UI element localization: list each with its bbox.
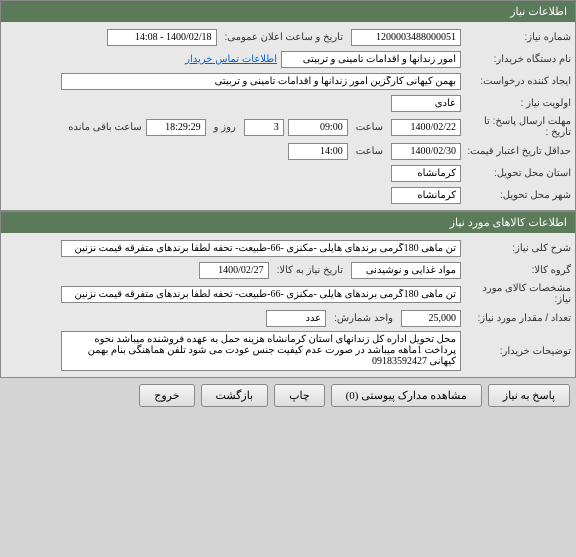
row-spec: مشخصات کالای مورد نیاز: — [5, 281, 571, 307]
days-label: روز و — [210, 122, 240, 133]
row-buyer-notes: توضیحات خریدار: محل تحویل اداره کل زندان… — [5, 329, 571, 373]
city-field — [5, 187, 461, 204]
general-desc-field — [5, 240, 461, 257]
need-info-header: اطلاعات نیاز — [1, 1, 575, 22]
min-validity-field: ساعت — [5, 143, 461, 160]
need-number-input[interactable] — [351, 29, 461, 46]
min-validity-time-input[interactable] — [288, 143, 348, 160]
min-validity-label: حداقل تاریخ اعتبار قیمت: — [461, 146, 571, 157]
city-label: شهر محل تحویل: — [461, 190, 571, 201]
need-number-field: تاریخ و ساعت اعلان عمومی: — [5, 29, 461, 46]
button-row: پاسخ به نیاز مشاهده مدارک پیوستی (0) چاپ… — [0, 378, 576, 413]
exit-button[interactable]: خروج — [139, 384, 194, 407]
qty-field: واحد شمارش: — [5, 310, 461, 327]
group-input[interactable] — [351, 262, 461, 279]
group-field: تاریخ نیاز به کالا: — [5, 262, 461, 279]
countdown-input[interactable] — [146, 119, 206, 136]
deadline-date-input[interactable] — [391, 119, 461, 136]
row-city: شهر محل تحویل: — [5, 184, 571, 206]
spec-label: مشخصات کالای مورد نیاز: — [461, 283, 571, 305]
spec-field — [5, 286, 461, 303]
row-qty: تعداد / مقدار مورد نیاز: واحد شمارش: — [5, 307, 571, 329]
spec-input[interactable] — [61, 286, 461, 303]
priority-input[interactable] — [391, 95, 461, 112]
countdown-suffix: ساعت باقی مانده — [68, 122, 141, 133]
priority-field — [5, 95, 461, 112]
goods-info-panel: اطلاعات کالاهای مورد نیاز شرح کلی نیاز: … — [0, 211, 576, 378]
row-need-number: شماره نیاز: تاریخ و ساعت اعلان عمومی: — [5, 26, 571, 48]
min-validity-date-input[interactable] — [391, 143, 461, 160]
province-input[interactable] — [391, 165, 461, 182]
row-org-name: نام دستگاه خریدار: اطلاعات تماس خریدار — [5, 48, 571, 70]
row-deadline: مهلت ارسال پاسخ: تا تاریخ : ساعت روز و س… — [5, 114, 571, 140]
priority-label: اولویت نیاز : — [461, 98, 571, 109]
need-number-label: شماره نیاز: — [461, 32, 571, 43]
deadline-field: ساعت روز و ساعت باقی مانده — [5, 119, 461, 136]
public-datetime-label: تاریخ و ساعت اعلان عمومی: — [221, 32, 348, 43]
org-name-input[interactable] — [281, 51, 461, 68]
creator-input[interactable] — [61, 73, 461, 90]
days-remaining-input[interactable] — [244, 119, 284, 136]
attachments-button[interactable]: مشاهده مدارک پیوستی (0) — [331, 384, 482, 407]
row-priority: اولویت نیاز : — [5, 92, 571, 114]
org-name-field: اطلاعات تماس خریدار — [5, 51, 461, 68]
reply-button[interactable]: پاسخ به نیاز — [488, 384, 570, 407]
general-desc-input[interactable] — [61, 240, 461, 257]
time-label-1: ساعت — [352, 122, 387, 133]
goods-info-header: اطلاعات کالاهای مورد نیاز — [1, 212, 575, 233]
deadline-time-input[interactable] — [288, 119, 348, 136]
goods-info-body: شرح کلی نیاز: گروه کالا: تاریخ نیاز به ک… — [1, 233, 575, 377]
unit-label: واحد شمارش: — [330, 313, 397, 324]
qty-input[interactable] — [401, 310, 461, 327]
buyer-notes-textarea[interactable]: محل تحویل اداره کل زندانهای استان کرمانش… — [61, 331, 461, 371]
general-desc-label: شرح کلی نیاز: — [461, 243, 571, 254]
buyer-notes-field: محل تحویل اداره کل زندانهای استان کرمانش… — [5, 331, 461, 371]
province-field — [5, 165, 461, 182]
creator-field — [5, 73, 461, 90]
buyer-contact-link[interactable]: اطلاعات تماس خریدار — [185, 54, 277, 65]
buyer-notes-label: توضیحات خریدار: — [461, 346, 571, 357]
back-button[interactable]: بازگشت — [201, 384, 269, 407]
row-province: استان محل تحویل: — [5, 162, 571, 184]
group-label: گروه کالا: — [461, 265, 571, 276]
public-datetime-input[interactable] — [107, 29, 217, 46]
qty-label: تعداد / مقدار مورد نیاز: — [461, 313, 571, 324]
need-info-panel: اطلاعات نیاز شماره نیاز: تاریخ و ساعت اع… — [0, 0, 576, 211]
print-button[interactable]: چاپ — [274, 384, 325, 407]
org-name-label: نام دستگاه خریدار: — [461, 54, 571, 65]
need-info-body: شماره نیاز: تاریخ و ساعت اعلان عمومی: نا… — [1, 22, 575, 210]
row-general-desc: شرح کلی نیاز: — [5, 237, 571, 259]
unit-input[interactable] — [266, 310, 326, 327]
row-creator: ایجاد کننده درخواست: — [5, 70, 571, 92]
city-input[interactable] — [391, 187, 461, 204]
row-group: گروه کالا: تاریخ نیاز به کالا: — [5, 259, 571, 281]
delivery-date-input[interactable] — [199, 262, 269, 279]
time-label-2: ساعت — [352, 146, 387, 157]
creator-label: ایجاد کننده درخواست: — [461, 76, 571, 87]
row-min-validity: حداقل تاریخ اعتبار قیمت: ساعت — [5, 140, 571, 162]
delivery-date-label: تاریخ نیاز به کالا: — [273, 265, 347, 276]
deadline-label: مهلت ارسال پاسخ: تا تاریخ : — [461, 116, 571, 138]
province-label: استان محل تحویل: — [461, 168, 571, 179]
